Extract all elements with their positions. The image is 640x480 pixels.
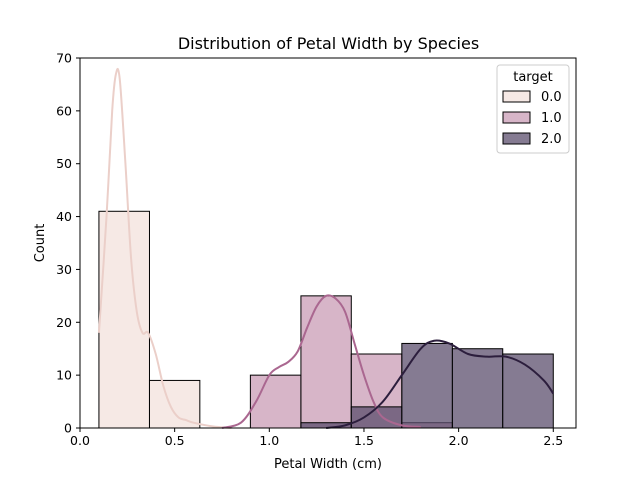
legend-title: target — [513, 70, 553, 85]
x-tick-label: 1.0 — [259, 433, 279, 448]
legend-swatch-series-1 — [502, 111, 531, 124]
legend-swatch-series-0 — [502, 90, 531, 103]
bar-series-0-bin-1 — [148, 379, 201, 429]
legend: target 0.0 1.0 2.0 — [496, 64, 570, 154]
bar-series-1-bin-4 — [300, 295, 352, 429]
legend-label-series-0: 0.0 — [541, 90, 562, 105]
x-tick-label: 1.5 — [354, 433, 374, 448]
y-tick-label: 0 — [64, 421, 72, 436]
kde-layer — [97, 67, 555, 429]
y-axis-ticks: 0 10 20 30 40 50 60 70 — [56, 51, 80, 436]
x-tick-label: 0.0 — [70, 433, 90, 448]
bar-series-1-bin-3 — [249, 374, 302, 429]
y-tick-label: 50 — [56, 156, 72, 171]
chart-title: Distribution of Petal Width by Species — [178, 34, 479, 53]
legend-items: 0.0 1.0 2.0 — [502, 90, 562, 147]
bar-series-2-bin-8 — [502, 353, 554, 429]
y-tick-label: 40 — [56, 209, 72, 224]
x-tick-label: 0.5 — [165, 433, 185, 448]
plot-frame — [79, 57, 577, 429]
y-tick-label: 60 — [56, 103, 72, 118]
x-tick-label: 2.0 — [449, 433, 469, 448]
bar-series-2-bin-7 — [451, 348, 504, 429]
bar-series-2-bin-6 — [401, 342, 453, 429]
kde-line-series-1 — [221, 294, 421, 429]
legend-label-series-1: 1.0 — [541, 111, 562, 126]
legend-label-series-2: 2.0 — [541, 132, 562, 147]
kde-line-series-0 — [97, 67, 232, 429]
y-tick-label: 70 — [56, 51, 72, 66]
legend-box — [496, 64, 570, 154]
bar-series-0-bin-0 — [98, 210, 150, 429]
legend-swatch-series-2 — [502, 132, 531, 145]
y-tick-label: 30 — [56, 262, 72, 277]
x-axis-ticks: 0.0 0.5 1.0 1.5 2.0 2.5 — [70, 428, 563, 448]
y-tick-label: 10 — [56, 368, 72, 383]
y-axis-label: Count — [33, 224, 48, 263]
y-tick-label: 20 — [56, 315, 72, 330]
kde-line-series-2 — [325, 339, 555, 429]
x-axis-label: Petal Width (cm) — [274, 457, 382, 472]
x-tick-label: 2.5 — [543, 433, 563, 448]
